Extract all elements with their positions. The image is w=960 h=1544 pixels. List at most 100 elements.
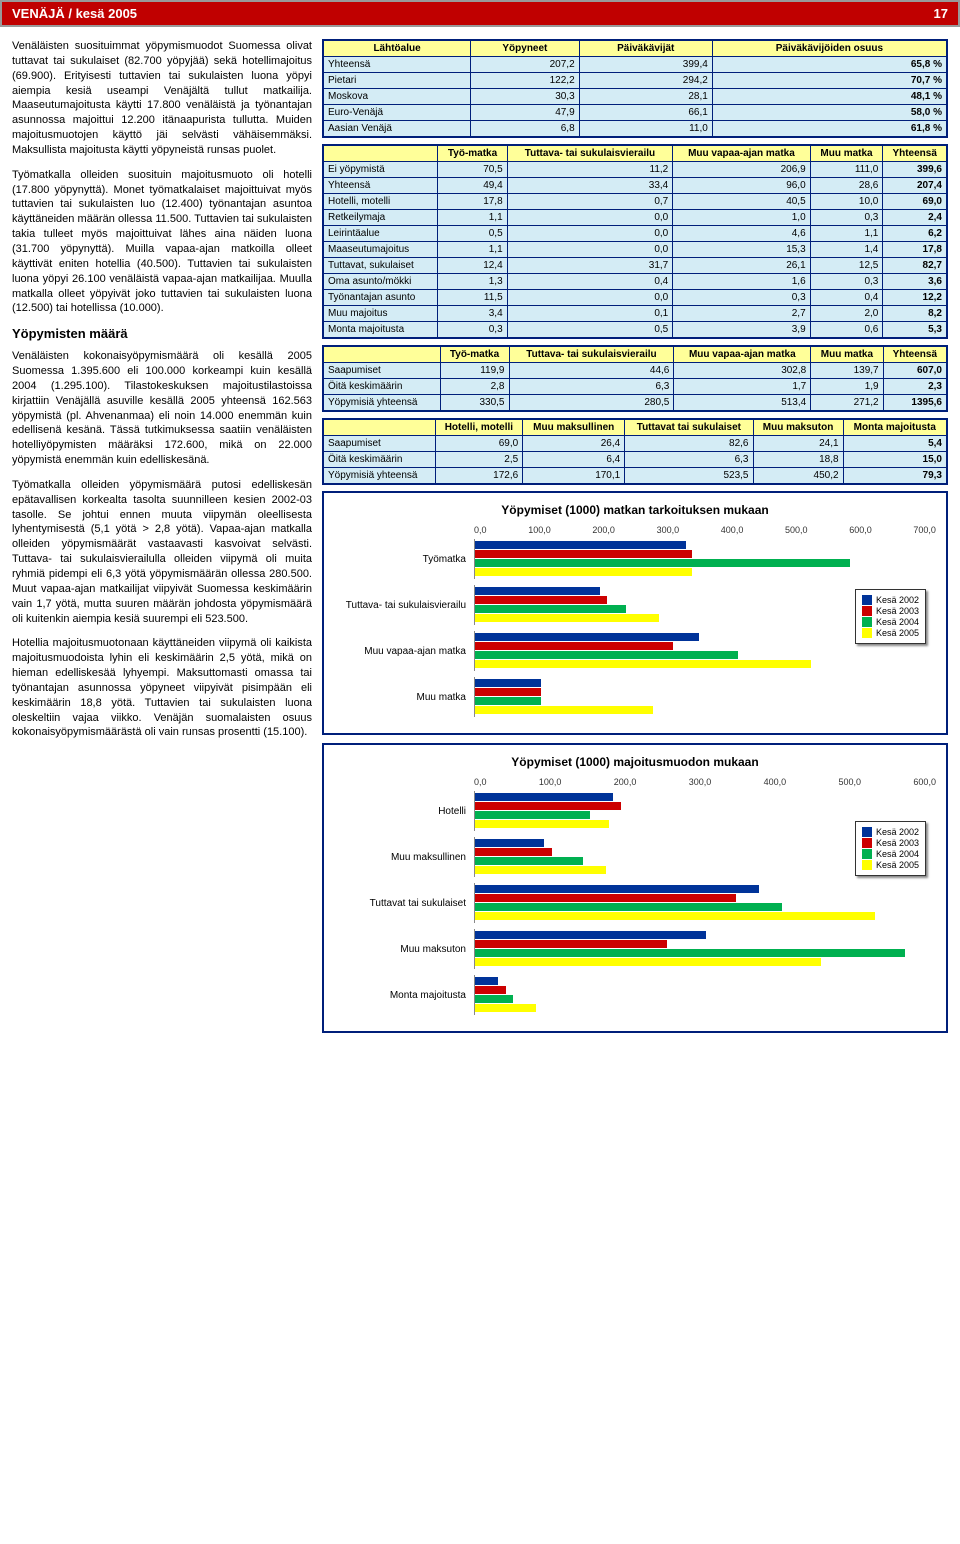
cell: 0,4	[810, 290, 883, 306]
cell: 28,6	[810, 178, 883, 194]
cell: 1,0	[673, 210, 810, 226]
col-header: Tuttava- tai sukulaisvierailu	[507, 145, 673, 162]
bar	[475, 986, 506, 994]
col-header: Päiväkävijöiden osuus	[712, 40, 947, 57]
cell: Moskova	[323, 89, 471, 105]
col-header: Muu maksuton	[753, 419, 843, 436]
table-accommodation: Työ-matkaTuttava- tai sukulaisvierailuMu…	[322, 144, 948, 339]
cell: 0,5	[507, 322, 673, 339]
cell: 122,2	[471, 73, 580, 89]
cell: Yhteensä	[323, 57, 471, 73]
chart-title: Yöpymiset (1000) majoitusmuodon mukaan	[334, 755, 936, 769]
table-hotel: Hotelli, motelliMuu maksullinenTuttavat …	[322, 418, 948, 485]
para-4: Työmatkalla olleiden yöpymismäärä putosi…	[12, 478, 312, 626]
cell: 26,4	[523, 436, 625, 452]
cell: 0,3	[673, 290, 810, 306]
cell: 69,0	[883, 194, 947, 210]
bar	[475, 958, 821, 966]
bar	[475, 614, 659, 622]
bar	[475, 940, 667, 948]
cell: Oma asunto/mökki	[323, 274, 438, 290]
cell: 0,0	[507, 242, 673, 258]
bar	[475, 550, 692, 558]
cell: 0,3	[810, 210, 883, 226]
bar	[475, 802, 621, 810]
chart-axis: 0,0100,0200,0300,0400,0500,0600,0	[334, 777, 936, 787]
col-header: Hotelli, motelli	[435, 419, 523, 436]
cell: 26,1	[673, 258, 810, 274]
cell: 17,8	[883, 242, 947, 258]
cell: 79,3	[843, 468, 947, 485]
chart-row: Muu vapaa-ajan matka	[334, 631, 936, 671]
para-1: Venäläisten suosituimmat yöpymismuodot S…	[12, 39, 312, 158]
cell: Ei yöpymistä	[323, 162, 438, 178]
category-label: Tuttavat tai sukulaiset	[334, 898, 474, 909]
bar	[475, 995, 513, 1003]
cell: Öitä keskimäärin	[323, 452, 435, 468]
cell: 5,3	[883, 322, 947, 339]
cell: 6,3	[625, 452, 753, 468]
cell: 607,0	[883, 363, 947, 379]
cell: 399,6	[883, 162, 947, 178]
chart-axis: 0,0100,0200,0300,0400,0500,0600,0700,0	[334, 525, 936, 535]
content: Venäläisten suosituimmat yöpymismuodot S…	[0, 27, 960, 1053]
cell: 3,6	[883, 274, 947, 290]
chart-row: Hotelli	[334, 791, 936, 831]
cell: 47,9	[471, 105, 580, 121]
cell: 1,6	[673, 274, 810, 290]
cell: 0,3	[438, 322, 507, 339]
cell: 294,2	[579, 73, 712, 89]
cell: 330,5	[440, 395, 509, 412]
cell: 12,4	[438, 258, 507, 274]
cell: 58,0 %	[712, 105, 947, 121]
cell: Maaseutumajoitus	[323, 242, 438, 258]
bar	[475, 688, 541, 696]
cell: 11,2	[507, 162, 673, 178]
col-header: Muu matka	[811, 346, 883, 363]
bar	[475, 820, 609, 828]
bar	[475, 605, 626, 613]
cell: 0,4	[507, 274, 673, 290]
chart-title: Yöpymiset (1000) matkan tarkoituksen muk…	[334, 503, 936, 517]
cell: 44,6	[509, 363, 674, 379]
cell: 1,4	[810, 242, 883, 258]
cell: 18,8	[753, 452, 843, 468]
chart-row: Tuttavat tai sukulaiset	[334, 883, 936, 923]
cell: 66,1	[579, 105, 712, 121]
bar	[475, 1004, 536, 1012]
chart-1: Yöpymiset (1000) matkan tarkoituksen muk…	[322, 491, 948, 735]
table-area: LähtöalueYöpyneetPäiväkävijätPäiväkävijö…	[322, 39, 948, 138]
cell: 207,4	[883, 178, 947, 194]
cell: 2,8	[440, 379, 509, 395]
col-header: Muu matka	[810, 145, 883, 162]
cell: 2,4	[883, 210, 947, 226]
cell: 2,5	[435, 452, 523, 468]
cell: 280,5	[509, 395, 674, 412]
bar	[475, 977, 498, 985]
cell: Hotelli, motelli	[323, 194, 438, 210]
bar	[475, 642, 673, 650]
category-label: Muu maksuton	[334, 944, 474, 955]
col-header: Yöpyneet	[471, 40, 580, 57]
cell: 8,2	[883, 306, 947, 322]
chart-row: Monta majoitusta	[334, 975, 936, 1015]
cell: 6,8	[471, 121, 580, 138]
cell: Öitä keskimäärin	[323, 379, 440, 395]
cell: Työnantajan asunto	[323, 290, 438, 306]
cell: 207,2	[471, 57, 580, 73]
cell: 111,0	[810, 162, 883, 178]
cell: Yöpymisiä yhteensä	[323, 395, 440, 412]
cell: 0,6	[810, 322, 883, 339]
category-label: Muu maksullinen	[334, 852, 474, 863]
cell: 2,3	[883, 379, 947, 395]
section-heading: Yöpymisten määrä	[12, 326, 312, 341]
bar	[475, 633, 699, 641]
cell: Retkeilymaja	[323, 210, 438, 226]
cell: 48,1 %	[712, 89, 947, 105]
bar	[475, 839, 544, 847]
cell: 6,4	[523, 452, 625, 468]
cell: 61,8 %	[712, 121, 947, 138]
cell: 0,0	[507, 290, 673, 306]
cell: 1395,6	[883, 395, 947, 412]
cell: 0,3	[810, 274, 883, 290]
